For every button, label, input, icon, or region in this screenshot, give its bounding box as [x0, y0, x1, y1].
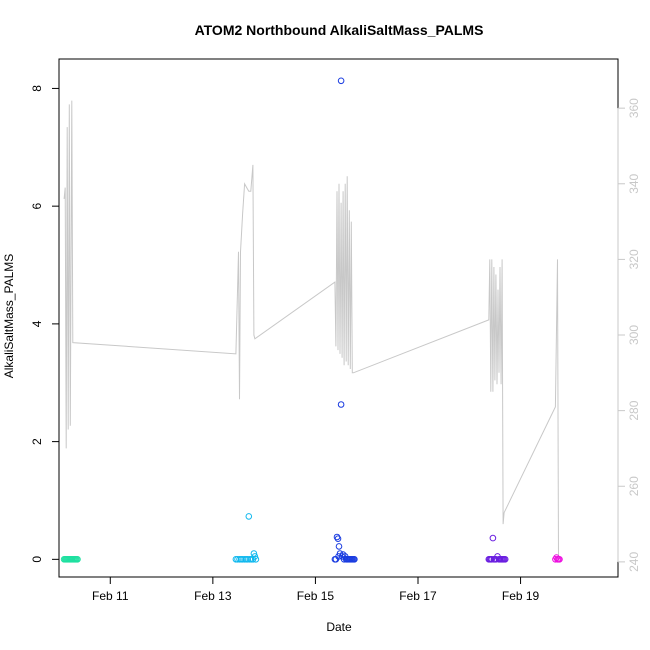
y2-tick-label: 320 — [627, 249, 641, 269]
data-point-series-5 — [556, 556, 563, 563]
data-point-series-4 — [488, 556, 496, 563]
data-point-series-4 — [501, 556, 509, 563]
x-axis-label: Date — [326, 620, 352, 634]
x-tick-label: Feb 13 — [194, 589, 232, 603]
y2-tick-label: 300 — [627, 325, 641, 345]
data-point-series-3 — [337, 401, 345, 408]
data-point-series-3 — [334, 535, 342, 543]
data-point-series-4 — [489, 534, 497, 542]
x-tick-label: Feb 11 — [92, 589, 129, 603]
data-point-series-5 — [552, 556, 559, 563]
x-tick-label: Feb 15 — [297, 589, 335, 603]
y-tick-label: 0 — [30, 556, 44, 563]
y-tick-label: 8 — [30, 85, 44, 92]
y-axis-label: AlkaliSaltMass_PALMS — [2, 254, 16, 379]
y-tick-label: 2 — [30, 438, 44, 445]
data-point-series-2 — [250, 550, 258, 557]
data-point-series-3 — [339, 551, 347, 558]
y-tick-label: 6 — [30, 203, 44, 210]
y2-tick-label: 240 — [627, 552, 641, 572]
x-tick-label: Feb 19 — [502, 589, 540, 603]
chart-title: ATOM2 Northbound AlkaliSaltMass_PALMS — [195, 22, 484, 38]
data-point-series-3 — [335, 543, 343, 550]
y2-tick-label: 340 — [627, 173, 641, 193]
data-point-series-2 — [245, 513, 253, 520]
data-point-series-2 — [252, 556, 260, 563]
data-point-series-2 — [239, 556, 246, 563]
data-point-series-3 — [351, 556, 358, 563]
data-point-series-2 — [251, 553, 259, 560]
x-tick-label: Feb 17 — [399, 589, 437, 603]
y2-tick-label: 280 — [627, 400, 641, 420]
data-point-series-3 — [337, 77, 345, 85]
y2-tick-label: 260 — [627, 476, 641, 496]
data-point-series-1 — [74, 556, 81, 563]
y-tick-label: 4 — [30, 320, 44, 327]
secondary-series-line — [63, 100, 559, 562]
y2-tick-label: 360 — [627, 98, 641, 118]
